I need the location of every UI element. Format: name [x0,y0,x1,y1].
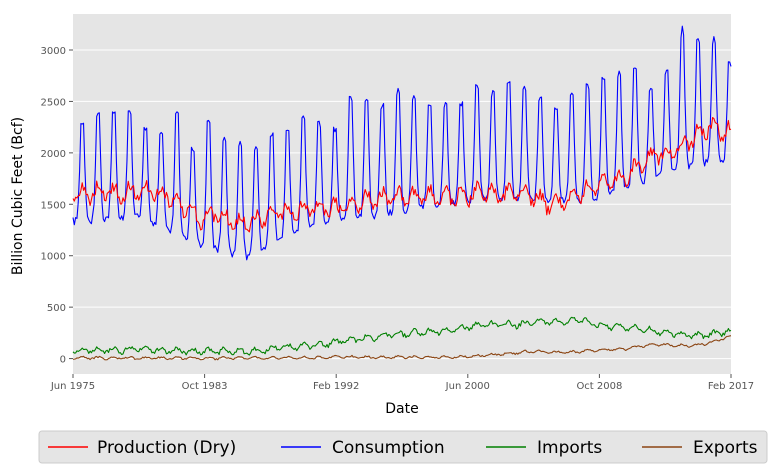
legend-label-consumption: Consumption [332,438,445,458]
x-tick-label: Feb 1992 [313,381,359,392]
y-tick-label: 500 [47,303,66,314]
y-tick-label: 1500 [41,200,66,211]
x-tick-label: Jun 1975 [50,381,95,392]
y-tick-label: 0 [60,355,66,366]
series-line-imports [72,316,732,356]
x-tick-label: Oct 1983 [182,381,228,392]
legend: Production (Dry) Consumption Imports Exp… [38,430,768,464]
y-tick-label: 1000 [41,252,66,263]
series-layer [72,25,732,361]
series-line-exports [72,335,732,361]
legend-frame [38,430,768,464]
x-tick-label: Feb 2017 [708,381,754,392]
series-line-consumption [72,25,732,261]
x-tick-label: Oct 2008 [576,381,622,392]
y-axis-label: Billion Cubic Feet (Bcf) [10,117,26,275]
x-tick-label: Jun 2000 [445,381,490,392]
legend-label-production: Production (Dry) [97,438,236,458]
x-axis-label: Date [385,401,418,417]
y-tick-label: 2500 [41,97,66,108]
y-axis: 0 500 1000 1500 2000 2500 3000 [41,46,73,366]
y-tick-label: 3000 [41,46,66,57]
x-axis: Jun 1975 Oct 1983 Feb 1992 Jun 2000 Oct 2008… [50,374,754,392]
legend-label-exports: Exports [693,438,758,458]
series-line-production-dry [72,116,732,233]
legend-label-imports: Imports [537,438,602,458]
y-tick-label: 2000 [41,149,66,160]
